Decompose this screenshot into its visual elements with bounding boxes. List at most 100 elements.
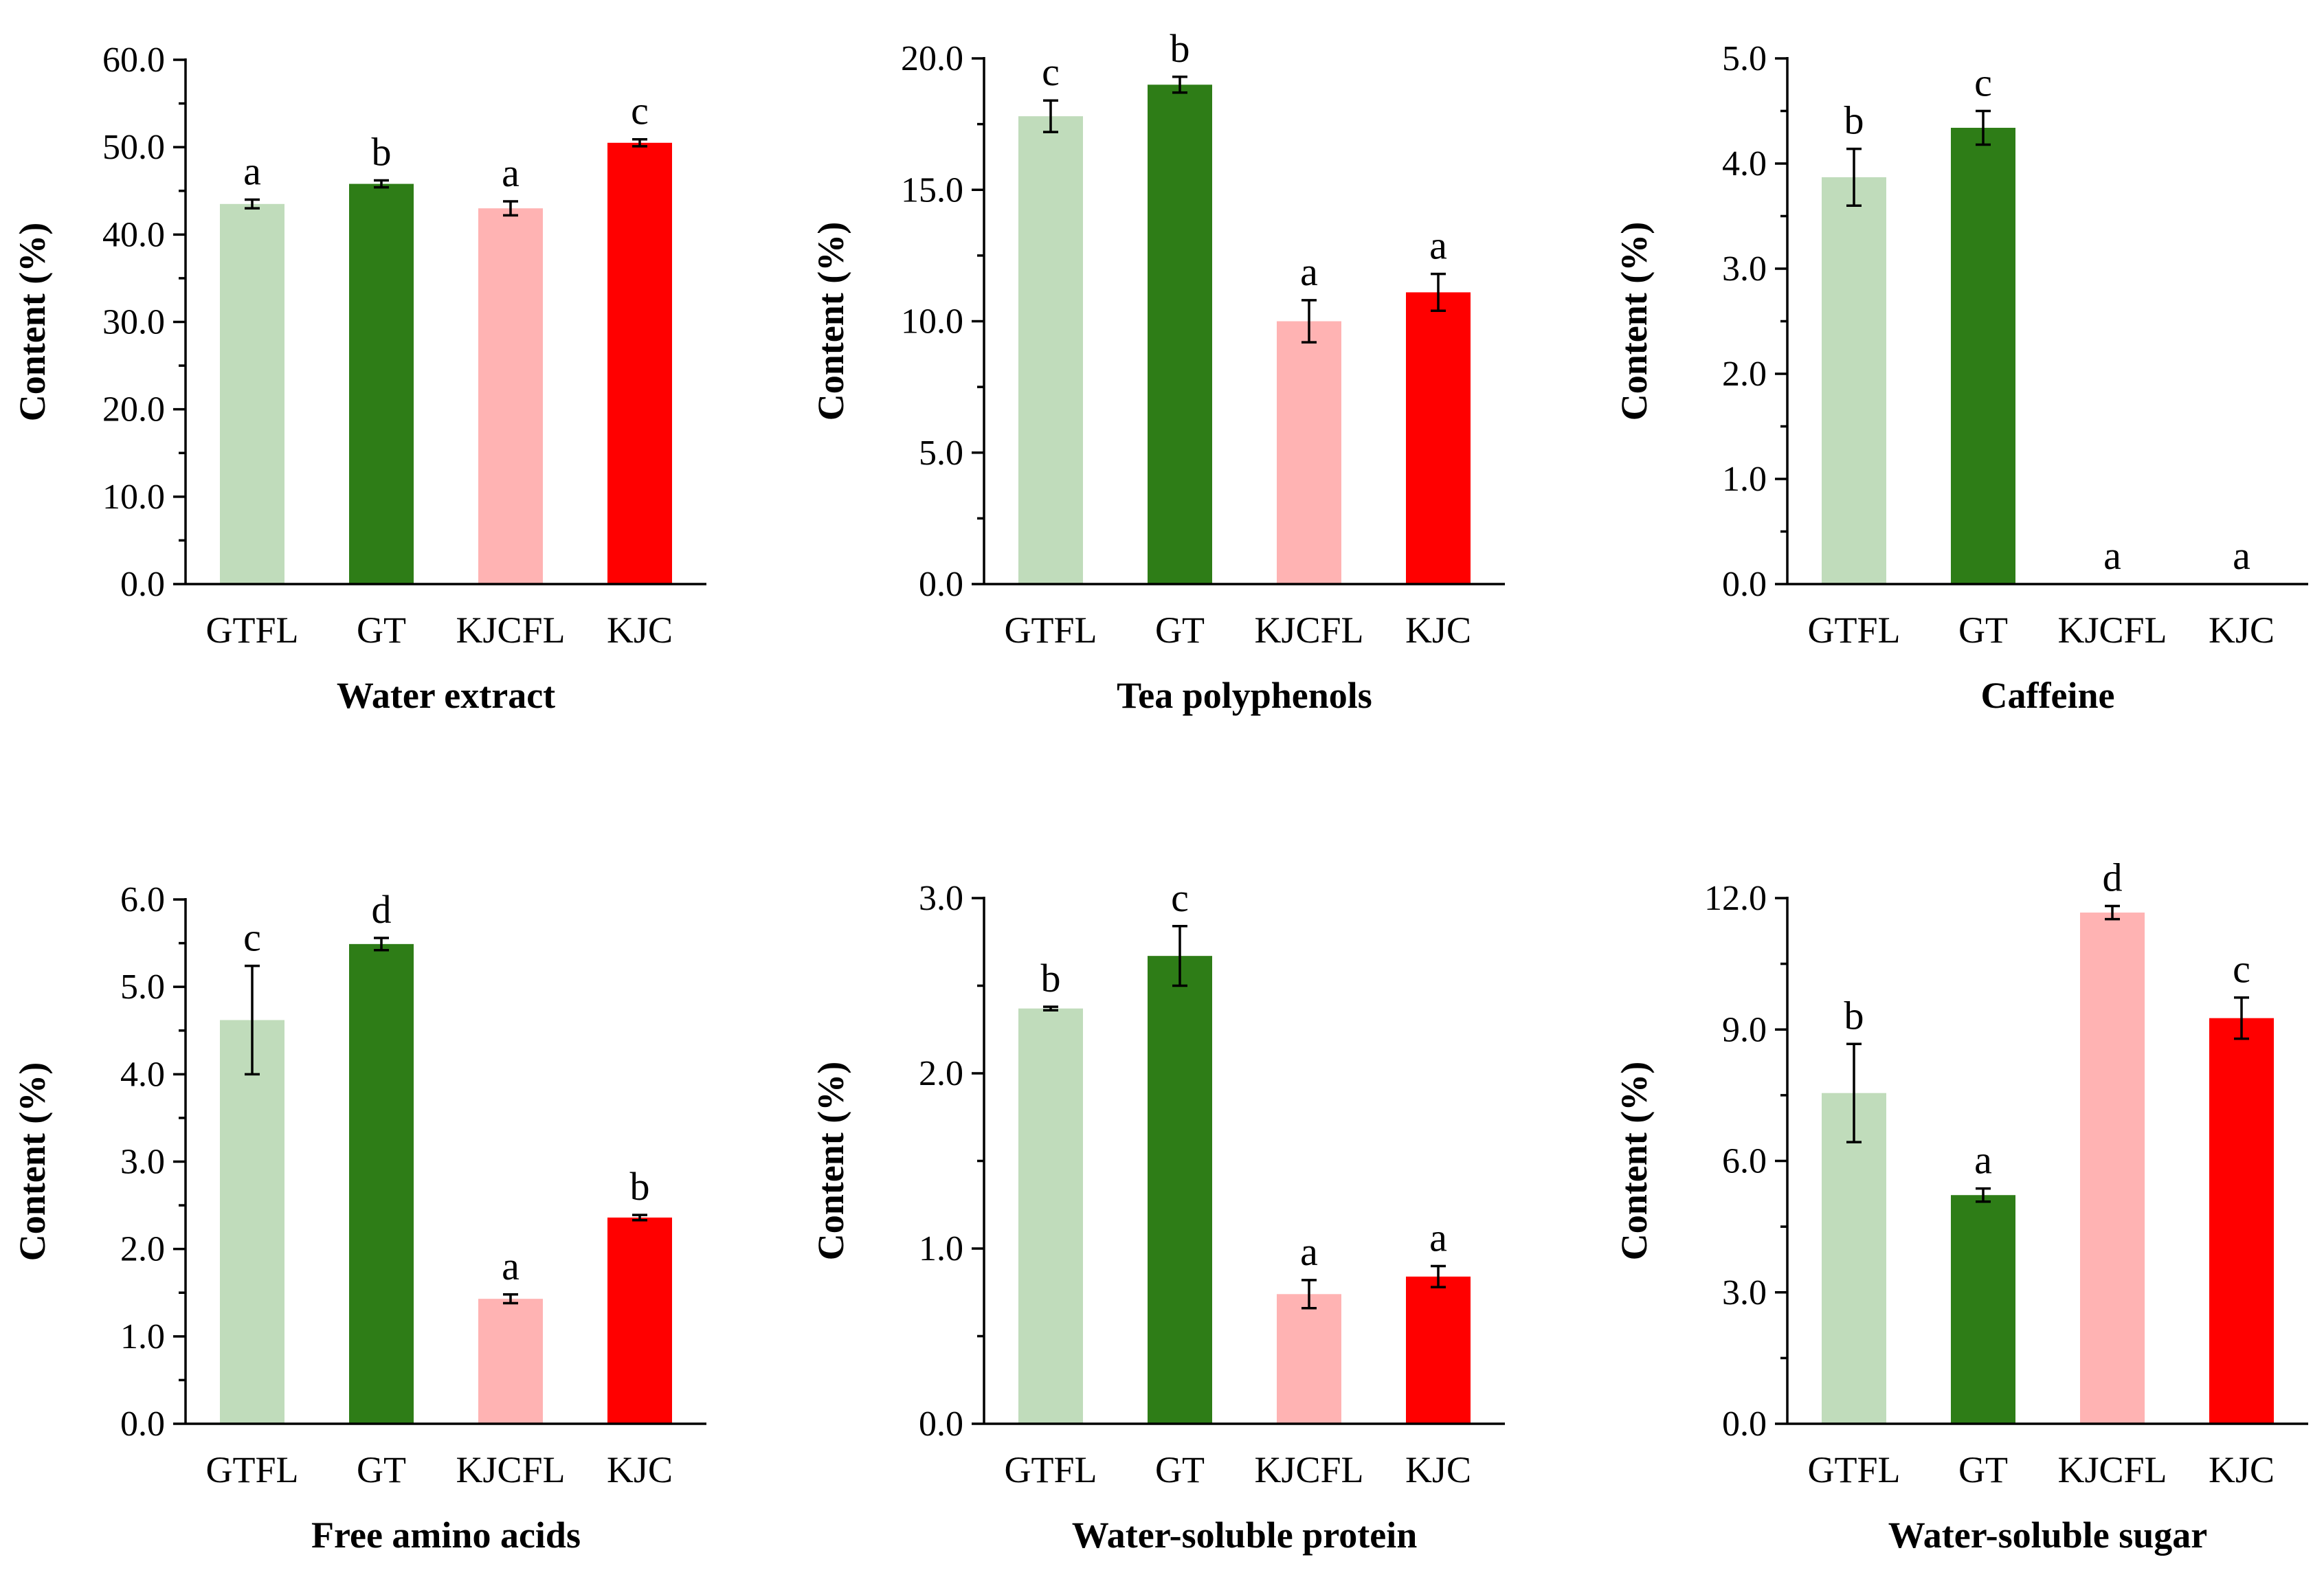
error-bar — [503, 1293, 518, 1305]
y-axis-title: Content (%) — [810, 222, 851, 421]
y-tick-label: 5.0 — [1722, 39, 1767, 78]
x-tick-label: GT — [1155, 1449, 1205, 1490]
significance-letter: a — [243, 148, 261, 193]
x-axis-title: Water extract — [337, 675, 555, 716]
y-tick-label: 60.0 — [102, 41, 165, 80]
y-tick-label: 0.0 — [1722, 1405, 1767, 1444]
error-bar — [1301, 299, 1317, 344]
bar-gtfl — [1822, 1093, 1886, 1424]
y-tick-label: 0.0 — [1722, 565, 1767, 604]
x-axis-title: Water-soluble sugar — [1888, 1514, 2207, 1556]
x-axis-title: Caffeine — [1981, 675, 2115, 716]
error-bar — [1846, 147, 1862, 207]
y-tick-label: 5.0 — [919, 434, 963, 473]
y-tick-label: 6.0 — [1722, 1142, 1767, 1181]
y-tick-label: 2.0 — [919, 1054, 963, 1093]
y-tick-label: 2.0 — [120, 1230, 165, 1269]
y-tick-label: 50.0 — [102, 128, 165, 167]
y-tick-label: 1.0 — [919, 1229, 963, 1268]
error-bar — [1301, 1279, 1317, 1310]
significance-letter: d — [2103, 855, 2123, 899]
x-axis-title: Water-soluble protein — [1072, 1514, 1417, 1556]
significance-letter: b — [1170, 26, 1190, 71]
significance-letter: c — [1042, 49, 1060, 94]
chart-panel-6: 0.0 3.0 6.0 9.0 12.0 GTFL GT KJCFL KJC b a d c Water-… — [1613, 855, 2308, 1556]
y-tick-label: 0.0 — [919, 1405, 963, 1444]
y-tick-label: 5.0 — [120, 968, 165, 1007]
y-tick-label: 3.0 — [120, 1143, 165, 1182]
y-tick-label: 6.0 — [120, 880, 165, 919]
y-tick-label: 12.0 — [1704, 879, 1767, 918]
x-tick-label: KJC — [1405, 609, 1471, 651]
chart-panel-1: 0.0 10.0 20.0 30.0 40.0 50.0 60.0 GTFL GT KJCFL KJ… — [12, 41, 706, 716]
y-tick-label: 9.0 — [1722, 1010, 1767, 1049]
error-bar — [2105, 904, 2120, 921]
chart-panel-3: 0.0 1.0 2.0 3.0 4.0 5.0 GTFL GT KJCFL KJC b c a a Caff… — [1613, 39, 2308, 716]
y-axis-title: Content (%) — [1613, 1062, 1655, 1260]
x-tick-label: GTFL — [1808, 1449, 1901, 1490]
y-axis-title: Content (%) — [12, 223, 53, 421]
error-bar — [1043, 1005, 1058, 1011]
error-bar — [632, 1213, 647, 1222]
x-tick-label: KJCFL — [2057, 1449, 2167, 1490]
significance-letter: b — [372, 129, 392, 174]
y-tick-label: 4.0 — [120, 1055, 165, 1094]
significance-letter: a — [1974, 1138, 1992, 1183]
y-axis-title: Content (%) — [12, 1062, 53, 1261]
significance-letter: a — [2103, 533, 2121, 578]
y-tick-label: 40.0 — [102, 215, 165, 254]
y-tick-label: 3.0 — [919, 879, 963, 918]
bar-kjc — [607, 1217, 672, 1424]
significance-letter: a — [1429, 1216, 1447, 1260]
chart-panel-2: 0.0 5.0 10.0 15.0 20.0 GTFL GT KJCFL KJC c b a a Tea … — [810, 26, 1505, 716]
x-tick-label: GTFL — [1808, 609, 1901, 651]
significance-letter: a — [502, 150, 519, 195]
error-bar — [1172, 76, 1187, 94]
significance-letter: a — [502, 1244, 519, 1288]
error-bar — [1976, 1187, 1991, 1203]
x-tick-label: KJCFL — [456, 609, 565, 651]
y-tick-label: 20.0 — [102, 390, 165, 429]
error-bar — [1846, 1042, 1862, 1143]
error-bar — [1431, 1264, 1446, 1288]
y-tick-label: 1.0 — [1722, 460, 1767, 499]
y-tick-label: 4.0 — [1722, 144, 1767, 183]
error-bar — [374, 937, 389, 952]
significance-letter: c — [631, 89, 649, 133]
error-bar — [1431, 272, 1446, 312]
significance-letter: a — [1300, 249, 1318, 294]
significance-letter: a — [2233, 533, 2250, 578]
significance-letter: c — [1171, 875, 1189, 920]
y-tick-label: 0.0 — [919, 565, 963, 604]
bar-gtfl — [1018, 116, 1083, 584]
x-tick-label: GT — [1155, 609, 1205, 651]
x-axis-title: Free amino acids — [311, 1514, 581, 1556]
error-bar — [2234, 996, 2249, 1040]
significance-letter: c — [1974, 60, 1992, 105]
chart-panel-4: 0.0 1.0 2.0 3.0 4.0 5.0 6.0 GTFL GT KJCFL KJC c d a b F… — [12, 880, 706, 1556]
y-tick-label: 3.0 — [1722, 1273, 1767, 1312]
error-bar — [1043, 99, 1058, 133]
x-tick-label: KJC — [1405, 1449, 1471, 1490]
bar-kjc — [607, 142, 672, 584]
bar-gt — [1148, 956, 1212, 1424]
chart-panel-5: 0.0 1.0 2.0 3.0 GTFL GT KJCFL KJC b c a a Water-solu… — [810, 875, 1505, 1556]
y-tick-label: 30.0 — [102, 303, 165, 342]
bar-kjc — [1406, 1276, 1471, 1424]
error-bar — [632, 137, 647, 148]
y-tick-label: 15.0 — [901, 170, 963, 210]
y-tick-label: 1.0 — [120, 1317, 165, 1356]
bar-gt — [349, 943, 414, 1424]
significance-letter: b — [1041, 956, 1061, 1000]
error-bar — [374, 179, 389, 189]
x-tick-label: GTFL — [1005, 609, 1097, 651]
y-tick-label: 0.0 — [120, 565, 165, 604]
x-tick-label: GTFL — [1005, 1449, 1097, 1490]
y-tick-label: 10.0 — [102, 478, 165, 517]
y-tick-label: 3.0 — [1722, 249, 1767, 289]
bar-kjcfl — [478, 208, 543, 584]
y-axis-title: Content (%) — [1613, 222, 1655, 421]
bar-gt — [1951, 127, 2015, 585]
y-tick-label: 2.0 — [1722, 355, 1767, 394]
